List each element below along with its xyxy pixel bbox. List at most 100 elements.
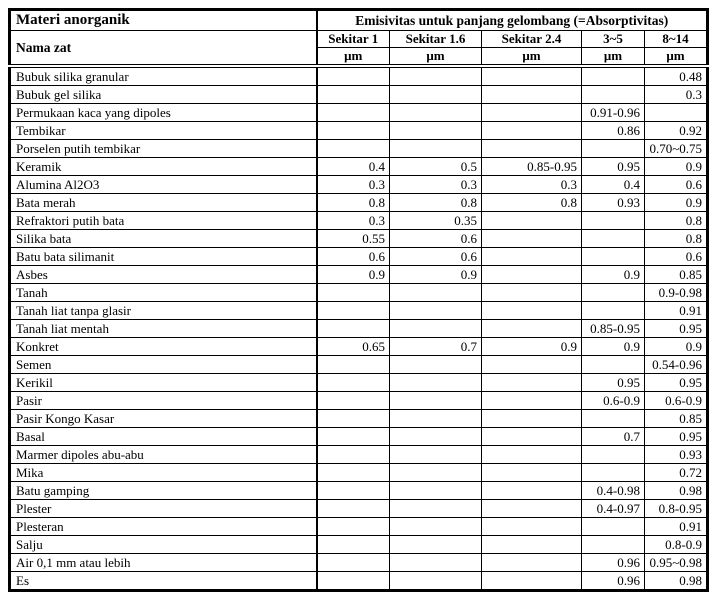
emissivity-value: 0.8-0.95 [644,499,708,518]
material-name: Air 0,1 mm atau lebih [9,553,318,572]
emissivity-value: 0.8 [316,193,390,212]
emissivity-value [481,409,582,428]
material-name: Bubuk gel silika [9,85,318,104]
emissivity-value: 0.85 [644,265,708,284]
emissivity-value: 0.6 [644,175,708,194]
emissivity-value [581,517,645,536]
emissivity-value [481,139,582,158]
table-row: Semen 0.54-0.96 [9,355,708,374]
column-header-sekitar-1: Sekitar 1 [316,30,390,48]
emissivity-value: 0.4-0.97 [581,499,645,518]
material-name: Silika bata [9,229,318,248]
emissivity-value [389,445,482,464]
emissivity-value: 0.3 [316,175,390,194]
header-row-wavelengths: Nama zat Sekitar 1 Sekitar 1.6 Sekitar 2… [9,30,708,68]
emissivity-value: 0.92 [644,121,708,140]
column-header-sekitar-1-6: Sekitar 1.6 [389,30,482,48]
table-row: Permukaan kaca yang dipoles 0.91-0.96 [9,103,708,122]
emissivity-value: 0.98 [644,571,708,591]
emissivity-value: 0.9 [644,337,708,356]
emissivity-value [389,391,482,410]
material-name: Plesteran [9,517,318,536]
table-row: Alumina Al2O3 0.3 0.3 0.3 0.4 0.6 [9,175,708,194]
emissivity-value [316,121,390,140]
emissivity-value [481,355,582,374]
material-name: Tanah liat tanpa glasir [9,301,318,320]
table-row: Basal 0.7 0.95 [9,427,708,446]
emissivity-value [389,355,482,374]
emissivity-value: 0.95 [581,157,645,176]
material-name: Alumina Al2O3 [9,175,318,194]
emissivity-value [581,409,645,428]
table-body: Bubuk silika granular 0.48 Bubuk gel silik… [9,65,708,591]
emissivity-value: 0.65 [316,337,390,356]
emissivity-value [389,427,482,446]
emissivity-value [316,481,390,500]
emissivity-value [581,445,645,464]
table-row: Bubuk gel silika 0.3 [9,85,708,104]
emissivity-value: 0.95 [644,319,708,338]
material-name: Basal [9,427,318,446]
emissivity-value: 0.85-0.95 [581,319,645,338]
emissivity-value [581,85,645,104]
material-name: Pasir [9,391,318,410]
emissivity-value [481,463,582,482]
emissivity-value: 0.6 [389,247,482,266]
emissivity-value [389,517,482,536]
emissivity-value: 0.48 [644,65,708,86]
emissivity-value [389,65,482,86]
emissivity-value [581,463,645,482]
emissivity-value: 0.9 [389,265,482,284]
emissivity-value [481,265,582,284]
emissivity-value [481,103,582,122]
material-name: Permukaan kaca yang dipoles [9,103,318,122]
emissivity-value [481,571,582,591]
emissivity-value [581,283,645,302]
table-row: Batu gamping 0.4-0.98 0.98 [9,481,708,500]
table-row: Es 0.96 0.98 [9,571,708,591]
material-name: Refraktori putih bata [9,211,318,230]
emissivity-value [316,85,390,104]
column-header-3-5: 3~5 [581,30,645,48]
emissivity-value [481,535,582,554]
emissivity-value [316,391,390,410]
table-row: Plesteran 0.91 [9,517,708,536]
table-row: Tanah liat tanpa glasir 0.91 [9,301,708,320]
emissivity-value [481,427,582,446]
emissivity-value: 0.86 [581,121,645,140]
emissivity-value [481,373,582,392]
table-row: Mika 0.72 [9,463,708,482]
material-name: Batu bata silimanit [9,247,318,266]
emissivity-value: 0.93 [644,445,708,464]
material-name: Asbes [9,265,318,284]
table-row: Konkret 0.65 0.7 0.9 0.9 0.9 [9,337,708,356]
material-name: Mika [9,463,318,482]
emissivity-value [316,103,390,122]
emissivity-value: 0.7 [389,337,482,356]
emissivity-value [481,319,582,338]
emissivity-value: 0.54-0.96 [644,355,708,374]
material-name: Pasir Kongo Kasar [9,409,318,428]
emissivity-value: 0.9 [481,337,582,356]
table-row: Silika bata 0.55 0.6 0.8 [9,229,708,248]
emissivity-value [581,229,645,248]
emissivity-value [481,283,582,302]
emissivity-value [481,229,582,248]
material-name: Tanah [9,283,318,302]
emissivity-value: 0.3 [389,175,482,194]
material-name: Keramik [9,157,318,176]
emissivity-value [481,121,582,140]
table-row: Asbes 0.9 0.9 0.9 0.85 [9,265,708,284]
material-name: Es [9,571,318,591]
emissivity-value [481,481,582,500]
emissivity-value [581,247,645,266]
emissivity-value [389,535,482,554]
emissivity-value: 0.4 [316,157,390,176]
table-row: Tanah liat mentah 0.85-0.95 0.95 [9,319,708,338]
emissivity-value [316,517,390,536]
table-row: Porselen putih tembikar 0.70~0.75 [9,139,708,158]
emissivity-value: 0.95 [581,373,645,392]
table-row: Pasir Kongo Kasar 0.85 [9,409,708,428]
unit-label: μm [581,47,645,68]
emissivity-value: 0.96 [581,571,645,591]
